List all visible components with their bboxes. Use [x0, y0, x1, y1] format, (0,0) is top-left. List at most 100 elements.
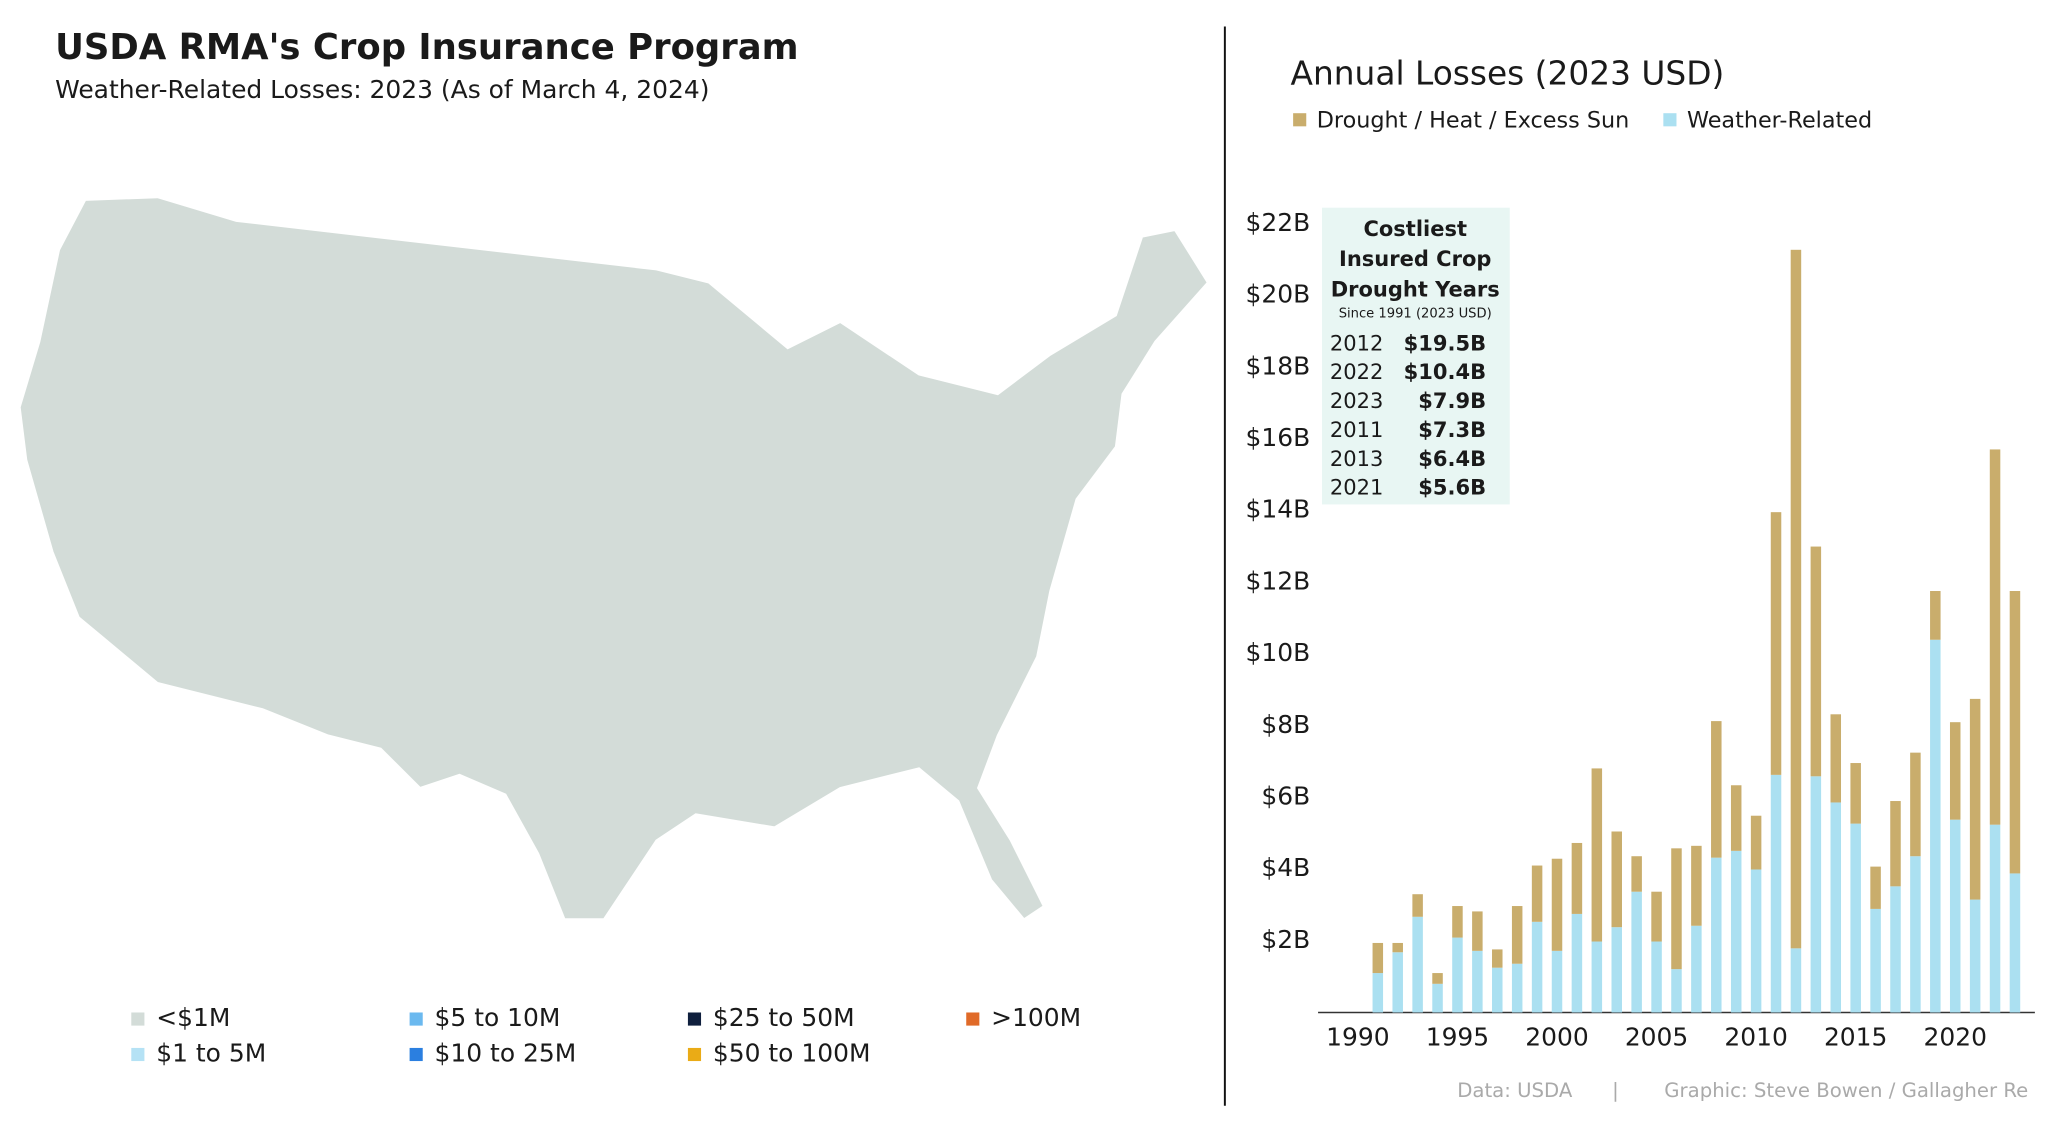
bar-segment	[1949, 722, 1961, 820]
bar-segment	[1691, 845, 1702, 926]
bar-segment	[1611, 927, 1622, 1013]
y-tick-label: $18B	[1245, 351, 1310, 380]
legend-swatch	[687, 1047, 702, 1062]
inset-year: 2013	[1330, 447, 1383, 471]
bar-segment	[1492, 949, 1503, 968]
bar-segment	[1372, 973, 1384, 1013]
inset-year: 2011	[1330, 418, 1383, 442]
x-tick-label: 2005	[1625, 1023, 1688, 1052]
bar-segment	[1631, 856, 1642, 892]
x-tick-label: 2015	[1824, 1023, 1887, 1052]
bar-segment	[1790, 249, 1802, 949]
legend-swatch	[409, 1012, 423, 1026]
legend-swatch	[1293, 113, 1307, 127]
inset-value: $6.4B	[1418, 447, 1486, 471]
bar-segment	[1631, 891, 1642, 1013]
x-tick-label: 2020	[1923, 1023, 1986, 1052]
legend-label: $5 to 10M	[435, 1003, 561, 1032]
bar-segment	[1850, 823, 1861, 1013]
credit: Graphic: Steve Bowen / Gallagher Re	[1664, 1079, 2028, 1102]
bar-segment	[1452, 906, 1463, 938]
bar-segment	[1770, 774, 1782, 1013]
x-tick-label: 1990	[1326, 1023, 1389, 1052]
bar-segment	[1949, 819, 1961, 1013]
bar-segment	[1969, 698, 1981, 900]
bar-segment	[1432, 983, 1443, 1013]
bar-segment	[1810, 776, 1822, 1013]
y-tick-label: $10B	[1245, 638, 1310, 667]
y-tick-label: $4B	[1261, 853, 1310, 882]
legend-label: Weather-Related	[1687, 108, 1872, 134]
x-tick-label: 2010	[1724, 1023, 1787, 1052]
x-tick-label: 2000	[1525, 1023, 1588, 1052]
us-map	[18, 196, 1210, 921]
inset-box	[1322, 207, 1510, 505]
bar-segment	[1810, 546, 1822, 777]
y-tick-label: $12B	[1245, 566, 1310, 595]
bar-segment	[1392, 952, 1403, 1013]
inset-year: 2012	[1330, 331, 1383, 355]
bar-segment	[1671, 848, 1682, 970]
bar-segment	[1910, 752, 1921, 857]
bar-segment	[1591, 768, 1603, 942]
legend-label: >100M	[991, 1003, 1081, 1032]
y-tick-label: $8B	[1261, 710, 1310, 739]
legend-label: $10 to 25M	[435, 1038, 577, 1067]
y-tick-label: $20B	[1245, 280, 1310, 309]
bar-segment	[1750, 869, 1762, 1013]
inset-value: $7.9B	[1418, 389, 1486, 413]
bar-segment	[1730, 785, 1742, 851]
legend-label: $50 to 100M	[713, 1038, 871, 1067]
legend-label: Drought / Heat / Excess Sun	[1317, 108, 1630, 134]
legend-label: $25 to 50M	[713, 1003, 855, 1032]
bar-segment	[1531, 921, 1543, 1013]
bar-segment	[1730, 850, 1742, 1013]
y-tick-label: $6B	[1261, 781, 1310, 810]
title: USDA RMA's Crop Insurance Program	[55, 27, 798, 68]
inset-value: $19.5B	[1404, 331, 1486, 355]
bar-segment	[1472, 950, 1483, 1013]
bar-segment	[1750, 815, 1762, 870]
bar-segment	[1830, 802, 1842, 1013]
legend-label: <$1M	[156, 1003, 230, 1032]
bar-segment	[1511, 963, 1523, 1013]
bar-segment	[1930, 591, 1941, 640]
bar-segment	[1432, 973, 1443, 984]
bar-segment	[1412, 894, 1423, 917]
bar-segment	[1472, 911, 1483, 951]
bar-segment	[1989, 449, 2001, 825]
y-tick-label: $22B	[1245, 208, 1310, 237]
inset-year: 2023	[1330, 389, 1383, 413]
legend-swatch	[966, 1012, 980, 1026]
subtitle: Weather-Related Losses: 2023 (As of Marc…	[55, 75, 709, 104]
bar-segment	[2009, 591, 2021, 874]
bar-segment	[1571, 913, 1583, 1013]
y-tick-label: $16B	[1245, 423, 1310, 452]
inset-title: Costliest	[1363, 217, 1467, 241]
inset-year: 2022	[1330, 360, 1383, 384]
inset-subtitle: Since 1991 (2023 USD)	[1339, 307, 1492, 322]
source: Data: USDA	[1457, 1079, 1573, 1102]
bar-segment	[1770, 512, 1782, 775]
legend-swatch	[131, 1047, 145, 1062]
chart-title: Annual Losses (2023 USD)	[1291, 55, 1725, 93]
x-tick-label: 1995	[1426, 1023, 1489, 1052]
bar-segment	[2009, 873, 2021, 1013]
bar-segment	[1412, 916, 1423, 1013]
inset-value: $5.6B	[1418, 476, 1486, 500]
bar-segment	[1830, 714, 1842, 803]
bar-segment	[1711, 721, 1722, 858]
bar-segment	[1591, 941, 1603, 1013]
bar-segment	[1969, 899, 1981, 1013]
legend-swatch	[687, 1012, 702, 1026]
bar-segment	[1870, 908, 1881, 1013]
y-tick-label: $14B	[1245, 495, 1310, 524]
bar-segment	[1890, 801, 1901, 887]
bar-segment	[1452, 937, 1463, 1013]
inset-value: $10.4B	[1404, 360, 1486, 384]
separator: |	[1612, 1079, 1619, 1102]
bar-segment	[1691, 925, 1702, 1013]
bar-segment	[1551, 858, 1563, 951]
bar-segment	[1492, 967, 1503, 1013]
